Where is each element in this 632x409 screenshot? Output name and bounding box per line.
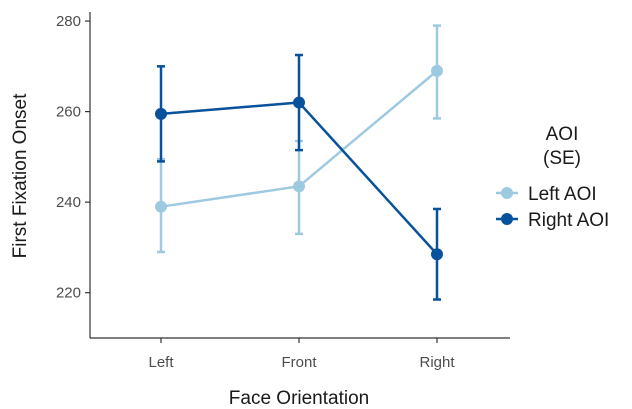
data-point: [293, 180, 305, 193]
legend-item: Left AOI: [496, 184, 597, 205]
legend-items: Left AOI Right AOI: [496, 184, 609, 231]
y-tick-label: 240: [56, 194, 81, 211]
legend-key-point: [501, 213, 513, 225]
x-tick-label: Right: [419, 354, 455, 371]
legend-label: Right AOI: [528, 210, 609, 231]
y-tick-label: 260: [56, 104, 81, 121]
x-ticks: Left Front Right: [148, 338, 455, 371]
legend-key-point: [501, 187, 513, 199]
data-point: [431, 64, 443, 77]
data-point: [293, 96, 305, 109]
y-tick-label: 280: [56, 13, 81, 30]
legend-title-line-2: (SE): [543, 148, 581, 169]
data-point: [155, 200, 167, 213]
y-ticks: 220 240 260 280: [56, 13, 90, 302]
y-axis-title: First Fixation Onset: [10, 93, 31, 258]
x-tick-label: Front: [281, 354, 317, 371]
legend-item: Right AOI: [496, 210, 609, 231]
legend: AOI (SE) Left AOI Right AOI: [496, 124, 609, 231]
y-tick-label: 220: [56, 285, 81, 302]
data-point: [431, 248, 443, 261]
series-1: [155, 53, 443, 301]
data-point: [155, 107, 167, 120]
x-tick-label: Left: [148, 354, 174, 371]
x-axis-title: Face Orientation: [229, 388, 369, 409]
legend-title-line-1: AOI: [546, 124, 579, 145]
series-0: [155, 24, 443, 254]
legend-label: Left AOI: [528, 184, 597, 205]
series-layer: [155, 24, 443, 301]
